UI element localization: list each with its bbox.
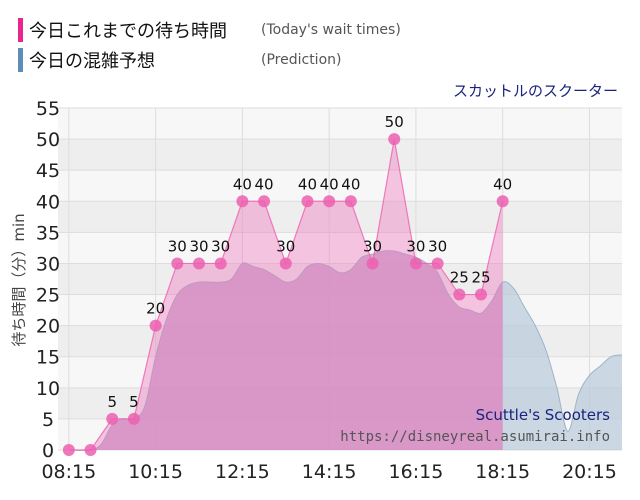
today-data-label: 30 bbox=[428, 237, 447, 255]
today-point bbox=[214, 257, 227, 270]
today-data-label: 5 bbox=[129, 393, 139, 411]
today-data-label: 30 bbox=[363, 237, 382, 255]
attraction-name: スカットルのスクーター bbox=[453, 82, 618, 100]
today-point bbox=[323, 195, 336, 208]
legend-item-prediction: 今日の混雑予想 (Prediction) bbox=[18, 47, 341, 73]
today-data-label: 25 bbox=[471, 269, 490, 287]
plot-band bbox=[58, 108, 622, 140]
today-point bbox=[149, 319, 162, 332]
legend-item-today: 今日これまでの待ち時間 (Today's wait times) bbox=[18, 17, 401, 43]
plot-band bbox=[58, 139, 622, 171]
today-area bbox=[68, 139, 503, 450]
watermark-name: Scuttle's Scooters bbox=[476, 406, 611, 424]
today-point bbox=[409, 257, 422, 270]
today-point bbox=[193, 257, 205, 270]
y-tick-label: 15 bbox=[36, 347, 60, 369]
today-data-label: 40 bbox=[493, 175, 512, 193]
today-data-label: 50 bbox=[385, 113, 404, 131]
today-point bbox=[475, 288, 487, 301]
today-point bbox=[279, 257, 292, 270]
today-data-label: 30 bbox=[211, 237, 230, 255]
prediction-area-future bbox=[502, 281, 622, 450]
today-data-label: 40 bbox=[341, 175, 360, 193]
x-tick-label: 14:15 bbox=[302, 461, 357, 483]
legend-swatch-prediction bbox=[18, 48, 23, 72]
y-tick-label: 35 bbox=[36, 222, 60, 244]
y-tick-label: 20 bbox=[36, 316, 60, 338]
plot-band bbox=[58, 232, 622, 264]
today-point bbox=[496, 195, 509, 208]
today-point bbox=[127, 412, 140, 425]
plot-band bbox=[58, 170, 622, 202]
today-data-label: 40 bbox=[233, 175, 252, 193]
y-tick-label: 55 bbox=[36, 98, 60, 120]
today-point bbox=[106, 412, 119, 425]
today-point bbox=[258, 195, 271, 208]
today-point bbox=[344, 195, 357, 208]
x-tick-label: 12:15 bbox=[215, 461, 270, 483]
today-point bbox=[453, 288, 466, 301]
legend-note-today: (Today's wait times) bbox=[261, 22, 401, 38]
today-point bbox=[236, 195, 249, 208]
x-tick-label: 10:15 bbox=[128, 461, 183, 483]
y-tick-label: 25 bbox=[36, 285, 60, 307]
y-tick-label: 45 bbox=[36, 160, 60, 182]
today-point bbox=[301, 195, 314, 208]
x-tick-label: 08:15 bbox=[41, 461, 96, 483]
today-data-label: 30 bbox=[168, 237, 187, 255]
legend-label-today: 今日これまでの待ち時間 bbox=[29, 21, 227, 42]
today-point bbox=[171, 257, 184, 270]
today-data-label: 20 bbox=[146, 300, 165, 318]
y-axis-label: 待ち時間（分）min bbox=[10, 213, 28, 346]
today-data-label: 25 bbox=[450, 269, 469, 287]
today-data-label: 40 bbox=[320, 175, 339, 193]
legend-swatch-today bbox=[18, 18, 23, 42]
x-tick-label: 16:15 bbox=[389, 461, 444, 483]
today-point bbox=[431, 257, 444, 270]
today-data-label: 30 bbox=[276, 237, 295, 255]
today-data-label: 5 bbox=[107, 393, 117, 411]
y-tick-label: 40 bbox=[36, 191, 60, 213]
legend-note-prediction: (Prediction) bbox=[261, 52, 342, 68]
watermark-url: https://disneyreal.asumirai.info bbox=[340, 429, 610, 445]
y-tick-label: 50 bbox=[36, 129, 60, 151]
today-point bbox=[366, 257, 379, 270]
plot-band bbox=[58, 201, 622, 233]
prediction-area-past bbox=[68, 250, 503, 451]
today-point bbox=[62, 444, 75, 456]
x-tick-label: 18:15 bbox=[475, 461, 530, 483]
today-data-label: 30 bbox=[189, 237, 208, 255]
y-tick-label: 10 bbox=[36, 378, 60, 400]
today-point bbox=[388, 133, 401, 146]
y-tick-label: 0 bbox=[42, 440, 54, 462]
y-tick-label: 5 bbox=[42, 409, 54, 431]
today-data-label: 40 bbox=[255, 175, 274, 193]
x-tick-label: 20:15 bbox=[562, 461, 617, 483]
legend-label-prediction: 今日の混雑予想 bbox=[29, 51, 155, 72]
today-data-label: 30 bbox=[406, 237, 425, 255]
today-data-label: 40 bbox=[298, 175, 317, 193]
today-point bbox=[84, 444, 97, 456]
y-tick-label: 30 bbox=[36, 253, 60, 275]
prediction-line bbox=[68, 250, 623, 451]
